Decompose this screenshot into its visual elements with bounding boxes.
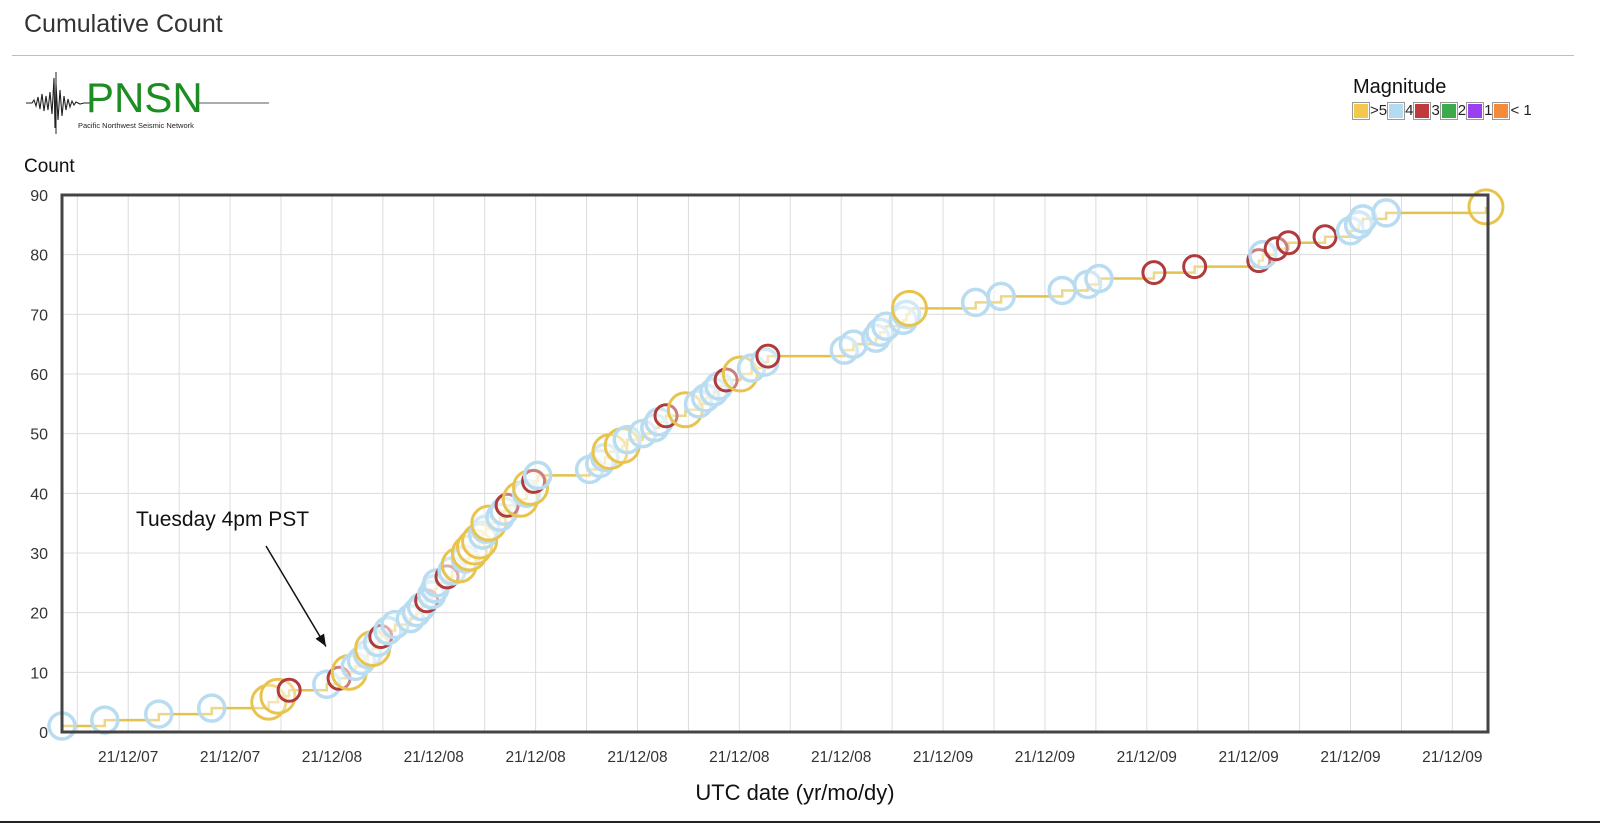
x-tick-label: 21/12/08 [607,749,667,766]
y-tick-label: 10 [30,665,48,682]
y-tick-label: 20 [30,606,48,623]
y-tick-label: 80 [30,248,48,265]
legend-title: Magnitude [1353,76,1447,98]
event-marker-1 [90,705,120,735]
event-marker-3 [196,693,227,723]
legend-swatch [1353,102,1369,119]
legend-label: 1 [1484,102,1493,119]
x-tick-label: 21/12/08 [302,749,362,766]
legend-label: 4 [1405,102,1414,119]
y-tick-label: 70 [30,307,48,324]
x-tick-label: 21/12/07 [98,749,158,766]
event-marker-87 [1467,188,1505,226]
y-tick-label: 0 [39,725,48,742]
event-marker-81 [1275,230,1301,256]
y-tick-label: 60 [30,367,48,384]
pnsn-logo: PNSN Pacific Northwest Seismic Network [24,70,274,136]
logo-wordmark: PNSN [86,74,203,121]
event-marker-79 [1248,239,1278,270]
seismogram-icon [26,72,269,134]
legend-swatch [1414,102,1431,119]
event-marker-64 [838,329,869,359]
title-divider [12,55,1574,56]
x-tick-label: 21/12/08 [709,749,769,766]
bottom-border [0,821,1600,823]
legend-item: 3 [1414,102,1440,119]
y-tick-label: 90 [30,188,48,205]
legend-swatch [1388,102,1405,119]
plot-frame [60,193,1490,734]
x-tick-label: 21/12/07 [200,749,260,766]
y-tick-label: 40 [30,486,48,503]
x-tick-label: 21/12/09 [913,749,973,766]
x-axis-label: UTC date (yr/mo/dy) [695,780,894,805]
legend-item: 2 [1440,102,1467,119]
y-tick-label: 50 [30,427,48,444]
legend-item: < 1 [1493,102,1532,119]
x-tick-label: 21/12/08 [404,749,464,766]
x-tick-label: 21/12/09 [1320,749,1380,766]
x-tick-label: 21/12/08 [505,749,565,766]
legend-label: < 1 [1510,102,1532,119]
event-marker-58 [713,367,739,393]
cumulative-count-chart: Count 0 10 20 30 40 50 60 70 80 90 21/12/07 21/12/07… [24,156,1505,805]
event-marker-77 [1182,254,1208,280]
legend-swatch [1440,102,1457,119]
event-marker-42 [522,460,553,491]
x-tick-label: 21/12/09 [1015,749,1075,766]
event-marker-73 [1047,275,1077,306]
event-marker-62 [755,343,781,369]
legend-label: 3 [1431,102,1440,119]
x-tick-label: 21/12/08 [811,749,871,766]
annotation-arrow-line [265,545,327,647]
event-marker-5 [259,677,297,715]
legend-item: 1 [1467,102,1492,119]
event-marker-76 [1141,260,1167,286]
event-marker-6 [276,677,302,703]
event-marker-48 [612,424,643,455]
event-marker-82 [1312,224,1338,250]
x-tick-label: 21/12/09 [1218,749,1278,766]
event-marker-70 [890,289,928,327]
legend-label: >5 [1370,102,1388,119]
y-axis-label: Count [24,156,75,177]
annotation-arrow-head [315,633,326,647]
legend-label: 2 [1457,102,1467,119]
legend-item: >5 [1353,102,1387,119]
event-marker-72 [986,281,1016,312]
event-marker-2 [144,699,174,729]
legend-swatch [1493,102,1510,119]
logo-subtitle: Pacific Northwest Seismic Network [78,121,194,130]
event-marker-71 [960,287,991,318]
legend-items: >5 4 3 2 1 < 1 [1353,102,1533,119]
plot-area [62,195,1488,732]
y-tick-label: 30 [30,546,48,563]
legend-item: 4 [1388,102,1413,119]
event-marker-75 [1084,263,1114,294]
page-title: Cumulative Count [24,10,223,38]
event-marker-86 [1371,198,1401,228]
x-tick-label: 21/12/09 [1117,749,1177,766]
x-tick-label: 21/12/09 [1422,749,1482,766]
annotation-text: Tuesday 4pm PST [136,508,309,531]
legend-swatch [1467,102,1484,119]
event-marker-80 [1263,236,1289,262]
